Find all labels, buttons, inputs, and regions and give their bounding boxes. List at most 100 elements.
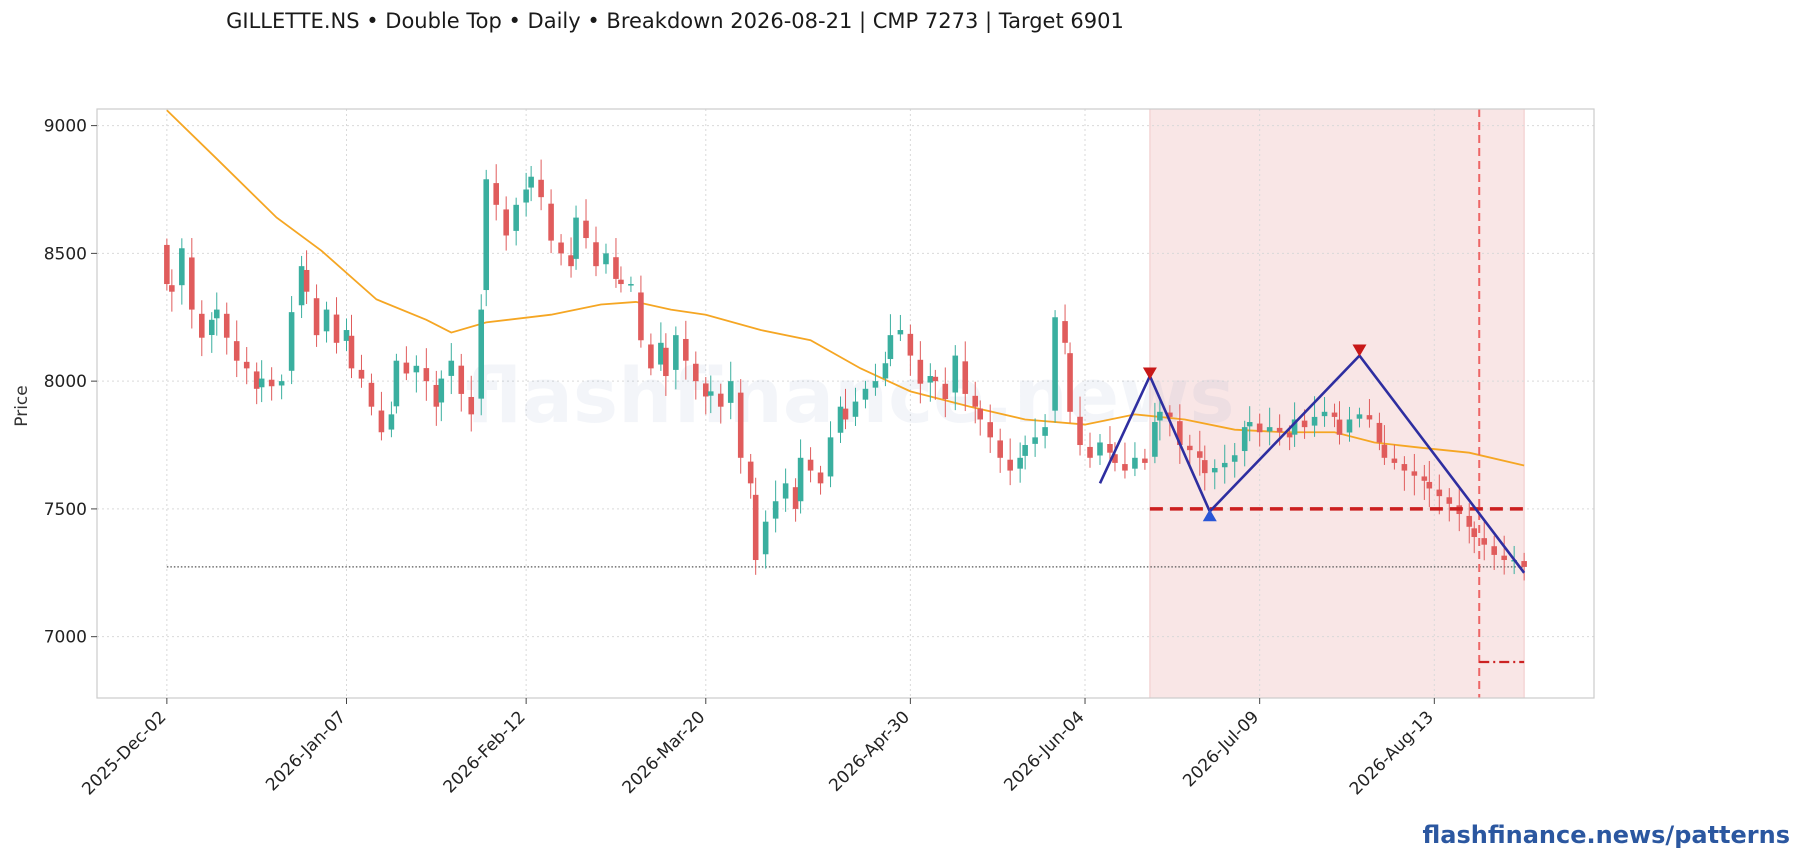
candle-body [1291,419,1298,435]
x-tick-label: 2026-Jan-07 [262,707,350,795]
candle-body [782,483,789,499]
candle-body [333,314,340,343]
candle-body [169,285,175,292]
candle-body [189,257,195,310]
candle-body [1067,353,1073,412]
candle-body [1471,528,1478,538]
candle-body [1167,412,1173,417]
candle-body [1042,427,1048,436]
candle-body [1132,457,1138,469]
y-tick-label: 7000 [44,628,87,648]
candle-body [1286,433,1293,438]
y-tick-label: 9000 [44,117,87,137]
peak-marker [1142,367,1157,380]
candle-body [1356,414,1363,419]
x-tick-label: 2026-Aug-13 [1346,707,1438,799]
x-tick-label: 2026-Jul-09 [1179,707,1263,791]
candle-body [1521,561,1527,567]
candle-body [1481,538,1488,545]
candle-body [837,406,844,433]
candle-body [603,253,609,265]
candle-body [658,342,664,365]
candle-body [288,312,295,371]
x-tick-label: 2026-Feb-12 [440,707,530,797]
candle-body [258,378,265,388]
x-tick-label: 2026-Apr-30 [825,707,913,795]
candle-body [1087,446,1093,458]
candle-body [1376,422,1383,443]
candle-body [1266,427,1273,432]
candle-body [1221,462,1228,468]
candle-body [897,330,904,335]
candle-body [862,388,869,400]
candle-body [882,363,889,379]
candle-body [1276,427,1283,433]
candle-body [433,384,440,407]
candle-body [1112,454,1118,463]
candle-body [1391,458,1398,463]
candle-body [887,335,894,360]
candle-body [1022,445,1028,456]
candle-body [1197,451,1203,458]
candle-body [1177,421,1183,446]
candle-body [538,179,544,198]
x-tick-label: 2026-Mar-20 [619,707,710,798]
candle-body [1311,416,1318,426]
y-tick-label: 8000 [44,372,87,392]
candle-body [528,176,534,188]
candle-body [962,361,969,394]
candle-body [717,393,724,407]
candle-body [348,335,355,369]
y-axis-label: Price [12,385,32,426]
candle-body [1501,555,1507,561]
candle-body [403,362,410,374]
candle-body [1107,444,1113,453]
peak-marker [1352,344,1367,357]
candle-body [1052,317,1058,411]
candle-body [313,298,320,336]
candle-body [478,309,485,399]
candle-body [827,437,834,477]
candle-body [503,209,509,236]
candle-body [1211,468,1218,473]
candle-body [1421,476,1428,481]
candle-body [483,179,490,291]
candle-body [223,313,230,338]
candle-body [1436,489,1443,497]
pattern-window-shade [1149,108,1525,699]
candle-body [1122,464,1128,471]
candle-body [523,189,529,203]
candle-body [628,284,634,286]
candle-body [987,422,993,438]
candle-body [1152,422,1158,457]
footer-link[interactable]: flashfinance.news/patterns [1422,821,1790,849]
candle-body [278,381,285,386]
candle-body [513,204,519,231]
candle-body [593,242,599,267]
candle-body [613,257,619,279]
candle-body [358,369,365,379]
candle-body [852,401,859,417]
candle-body [772,501,779,519]
candle-body [558,242,564,254]
candle-body [1401,464,1408,471]
candle-body [233,341,240,361]
trough-marker [1202,509,1217,522]
candle-body [493,183,499,205]
candle-body [303,269,310,292]
candle-body [792,487,799,509]
candle-body [343,330,350,341]
x-tick-label: 2025-Dec-02 [78,707,170,799]
candle-body [208,319,215,336]
candle-body [842,408,849,420]
candle-body [932,376,939,382]
candle-body [1246,422,1253,427]
candle-body [727,381,734,403]
candle-body [1256,423,1263,433]
candle-body [752,494,759,561]
x-tick-label: 2026-Jun-04 [1000,707,1088,795]
candle-body [707,391,714,396]
y-tick-label: 7500 [44,500,87,520]
candle-body [907,333,914,356]
candle-body [548,203,554,241]
